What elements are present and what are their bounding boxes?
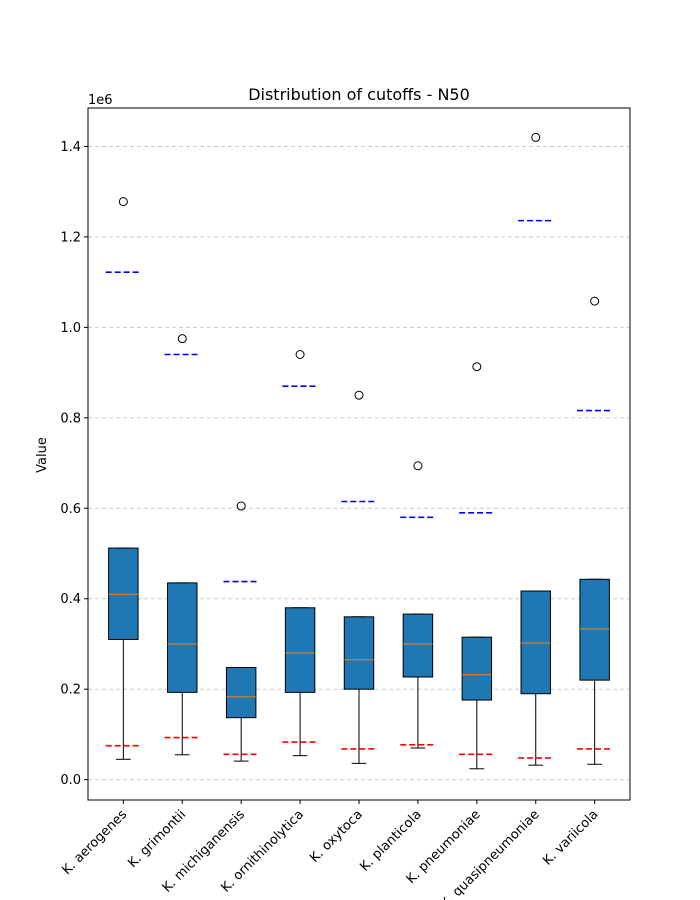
outlier-point [118,197,128,207]
iqr-box [225,666,257,719]
boxes [105,132,613,770]
y-tick-label: 1.2 [60,230,81,245]
y-tick-label: 1.0 [60,321,81,336]
iqr-box [579,578,610,681]
iqr-box [284,607,316,693]
outlier-point [531,132,541,142]
y-axis-offset-label: 1e6 [88,93,113,108]
box-group [341,390,377,764]
outlier-point [236,501,246,511]
iqr-box [461,636,493,701]
box-group [105,197,142,760]
iqr-box [402,613,434,678]
outlier-point [354,390,364,400]
y-axis-ticks: 0.0 0.2 0.4 0.6 0.8 1.0 1.2 1.4 [60,140,88,788]
box-group [400,461,436,749]
y-tick-label: 0.8 [60,411,81,426]
x-tick-label: K. quasipneumoniae [438,807,543,900]
y-axis-label: Value [35,437,50,473]
box-group [576,296,613,765]
box-group [459,362,495,770]
outlier-point [590,296,600,306]
outlier-point [295,349,305,359]
box-group [518,132,554,766]
y-tick-label: 1.4 [60,140,81,155]
y-tick-label: 0.4 [60,592,81,607]
chart-title: Distribution of cutoffs - N50 [248,85,470,104]
outlier-point [177,334,187,344]
box-group [164,334,200,756]
x-tick-label: K. variicola [540,807,601,868]
box-group [223,501,259,762]
y-tick-label: 0.2 [60,683,81,698]
box-group [282,349,318,757]
outlier-point [472,362,482,372]
x-tick-label: K. grimontii [125,807,189,871]
iqr-box [343,616,375,690]
iqr-box [167,582,198,693]
y-tick-label: 0.0 [60,773,81,788]
x-tick-label: K. aerogenes [59,807,130,878]
y-tick-label: 0.6 [60,502,81,517]
iqr-box [520,590,551,695]
outlier-point [413,461,423,471]
x-tick-label: K. oxytoca [307,807,366,866]
